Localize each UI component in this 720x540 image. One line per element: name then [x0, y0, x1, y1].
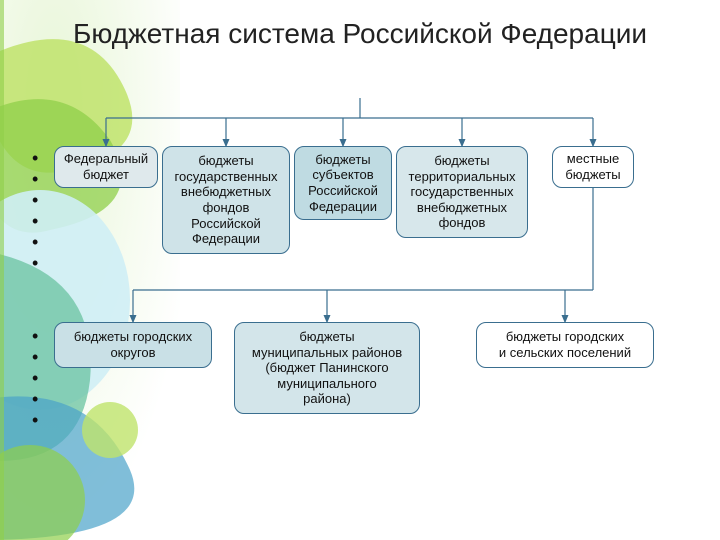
bullet-column-1: •••••• — [32, 148, 38, 274]
bullet: • — [32, 253, 38, 274]
bullet: • — [32, 148, 38, 169]
node-subjects-budgets: бюджеты субъектов Российской Федерации — [294, 146, 392, 220]
connectors — [0, 0, 720, 540]
bullet: • — [32, 232, 38, 253]
bullet: • — [32, 169, 38, 190]
node-local-budgets: местные бюджеты — [552, 146, 634, 188]
node-city-districts: бюджеты городских округов — [54, 322, 212, 368]
node-municipal-districts: бюджеты муниципальных районов (бюджет Па… — [234, 322, 420, 414]
bullet: • — [32, 410, 38, 431]
bullet: • — [32, 347, 38, 368]
node-state-extrabudget-funds: бюджеты государственных внебюджетных фон… — [162, 146, 290, 254]
bullet-column-2: ••••• — [32, 326, 38, 431]
bullet: • — [32, 326, 38, 347]
bullet: • — [32, 190, 38, 211]
node-territorial-funds: бюджеты территориальных государственных … — [396, 146, 528, 238]
bullet: • — [32, 389, 38, 410]
bullet: • — [32, 368, 38, 389]
bullet: • — [32, 211, 38, 232]
node-urban-rural-settlements: бюджеты городских и сельских поселений — [476, 322, 654, 368]
node-federal-budget: Федеральный бюджет — [54, 146, 158, 188]
